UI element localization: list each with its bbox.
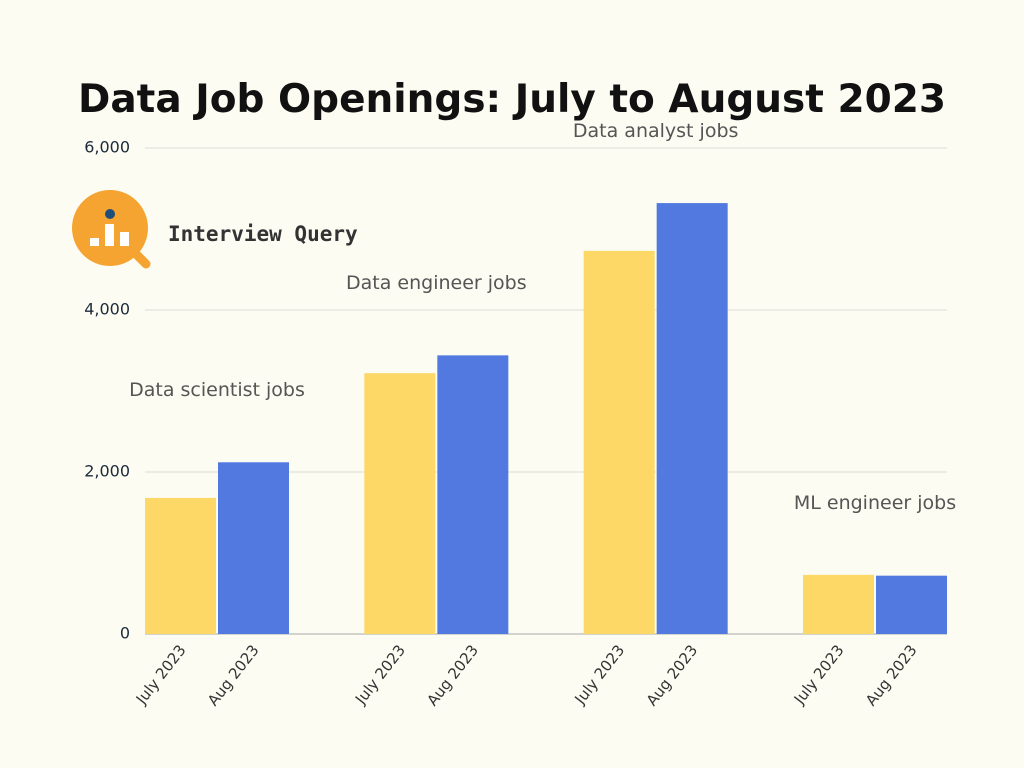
x-tick-label: Aug 2023 bbox=[643, 641, 702, 709]
bar bbox=[656, 203, 728, 634]
logo-text: Interview Query bbox=[168, 222, 358, 246]
logo-icon bbox=[105, 224, 114, 246]
bar bbox=[876, 575, 947, 634]
bar bbox=[218, 462, 289, 634]
x-tick-label: July 2023 bbox=[132, 641, 190, 708]
bar bbox=[437, 355, 509, 634]
y-tick-label: 4,000 bbox=[84, 300, 130, 319]
y-tick-label: 0 bbox=[120, 624, 130, 643]
x-tick-label: July 2023 bbox=[351, 641, 409, 708]
bar bbox=[583, 250, 655, 634]
group-label: Data analyst jobs bbox=[572, 120, 739, 143]
x-tick-label: Aug 2023 bbox=[423, 641, 482, 709]
logo-icon bbox=[105, 209, 115, 219]
group-label: Data engineer jobs bbox=[346, 272, 527, 295]
bar bbox=[803, 574, 874, 634]
x-tick-label: July 2023 bbox=[570, 641, 628, 708]
x-tick-label: Aug 2023 bbox=[204, 641, 263, 709]
group-label: Data scientist jobs bbox=[129, 379, 305, 402]
group-label: ML engineer jobs bbox=[793, 491, 957, 514]
bar bbox=[364, 373, 436, 634]
bar bbox=[145, 497, 216, 634]
logo: Interview Query bbox=[72, 190, 358, 269]
logo-icon bbox=[90, 238, 99, 246]
y-tick-label: 2,000 bbox=[84, 462, 130, 481]
chart-title: Data Job Openings: July to August 2023 bbox=[78, 77, 946, 122]
x-tick-label: Aug 2023 bbox=[862, 641, 921, 709]
y-tick-label: 6,000 bbox=[84, 138, 130, 157]
logo-icon bbox=[120, 232, 129, 246]
x-tick-label: July 2023 bbox=[790, 641, 848, 708]
